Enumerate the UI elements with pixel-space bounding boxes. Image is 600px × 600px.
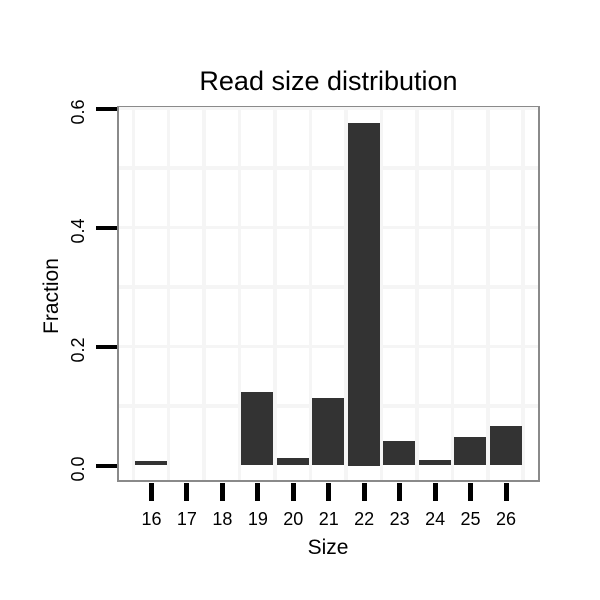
bar-21 (312, 398, 345, 466)
x-tick-label: 25 (460, 509, 481, 529)
x-tick-label: 17 (176, 509, 197, 529)
x-tick-label: 22 (354, 509, 375, 529)
plot-panel (117, 106, 540, 482)
x-tick (326, 483, 332, 501)
x-tick-label: 21 (318, 509, 339, 529)
y-axis-title: Fraction (40, 258, 63, 334)
gridline-vertical (237, 108, 242, 480)
bar-24 (418, 460, 451, 466)
gridline-vertical (415, 108, 419, 480)
x-tick-label: 16 (141, 509, 162, 529)
y-tick-label: 0.6 (68, 99, 88, 125)
x-tick-label: 20 (283, 509, 304, 529)
x-tick (255, 483, 261, 501)
y-tick (96, 463, 117, 469)
gridline-vertical (379, 108, 384, 480)
x-tick (468, 483, 474, 501)
y-tick-label: 0.2 (68, 337, 88, 363)
gridline-vertical (450, 108, 455, 480)
gridline-vertical (308, 108, 313, 480)
gridline-vertical (344, 108, 348, 480)
x-tick-label: 18 (212, 509, 233, 529)
y-tick-label: 0.0 (68, 456, 88, 482)
x-axis-title: Size (307, 536, 349, 559)
gridline-vertical (486, 108, 490, 480)
gridline-vertical (273, 108, 277, 480)
y-tick (96, 106, 117, 112)
bar-16 (135, 460, 167, 466)
bar-23 (383, 440, 416, 466)
x-tick (432, 483, 438, 501)
gridline-vertical (131, 108, 136, 480)
chart-title: Read size distribution (199, 66, 458, 96)
y-tick (96, 344, 117, 350)
bar-26 (489, 425, 522, 466)
gridline-horizontal (119, 285, 538, 289)
gridline-horizontal (119, 225, 538, 230)
x-tick (503, 483, 509, 501)
x-tick-label: 26 (495, 509, 517, 529)
bar-22 (347, 123, 380, 466)
x-tick (149, 483, 154, 501)
bar-20 (276, 457, 309, 466)
x-tick (361, 483, 367, 501)
gridline-horizontal (119, 106, 538, 111)
x-tick-label: 24 (425, 509, 446, 529)
x-tick (219, 483, 225, 501)
x-tick (290, 483, 296, 501)
x-tick-label: 23 (389, 509, 410, 529)
gridline-vertical (166, 108, 171, 480)
y-tick (96, 225, 117, 231)
bar-19 (241, 392, 274, 466)
gridline-vertical (202, 108, 206, 480)
x-tick (397, 483, 403, 501)
x-tick (184, 483, 190, 501)
x-tick-label: 19 (247, 509, 268, 529)
bar-25 (454, 436, 487, 466)
gridline-vertical (521, 108, 525, 480)
gridline-horizontal (119, 344, 538, 349)
gridline-horizontal (119, 166, 538, 170)
y-tick-label: 0.4 (68, 218, 88, 244)
